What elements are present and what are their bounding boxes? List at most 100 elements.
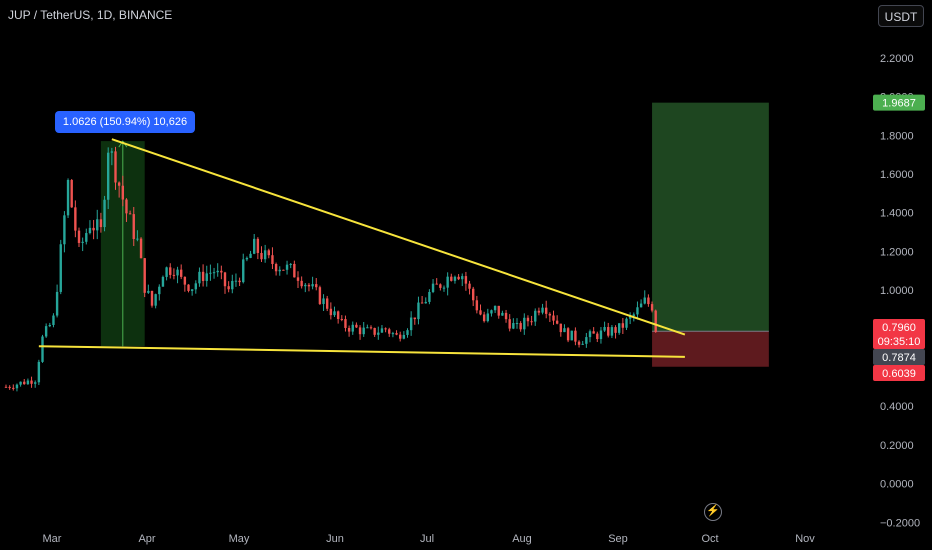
- candle-body: [563, 328, 566, 333]
- time-axis: Mar Apr May Jun Jul Aug Sep Oct Nov: [43, 533, 816, 545]
- candle-body: [34, 382, 37, 384]
- candle-body: [351, 324, 354, 332]
- measure-arrowhead: [118, 140, 128, 148]
- current-price-tag: 0.7960: [882, 322, 916, 334]
- candle-body: [581, 343, 584, 345]
- candle-body: [548, 313, 552, 316]
- candles-layer: [4, 146, 657, 392]
- candle-body: [59, 244, 62, 292]
- candle-body: [574, 330, 577, 342]
- candle-body: [614, 327, 617, 333]
- stop-price-tag: 0.6039: [882, 368, 916, 380]
- candle-body: [333, 311, 336, 316]
- candle-body: [610, 327, 614, 336]
- candle-body: [289, 263, 292, 265]
- trendline-upper[interactable]: [111, 138, 686, 336]
- chart-title: JUP / TetherUS, 1D, BINANCE: [8, 8, 173, 22]
- candle-body: [358, 327, 362, 335]
- candle-body: [468, 283, 471, 289]
- candle-body: [599, 330, 603, 340]
- candle-body: [263, 250, 267, 260]
- candle-body: [136, 238, 139, 240]
- time-tick-label: Sep: [608, 533, 628, 545]
- candle-body: [625, 318, 628, 328]
- candle-body: [12, 387, 15, 389]
- candle-body: [585, 337, 588, 344]
- price-tick-label: 0.2000: [880, 440, 914, 452]
- candle-body: [318, 287, 322, 304]
- candle-body: [431, 283, 435, 292]
- candle-body: [632, 314, 635, 316]
- candle-body: [4, 386, 8, 388]
- candle-body: [249, 253, 252, 258]
- candle-body: [504, 312, 508, 320]
- candle-body: [355, 324, 358, 328]
- measure-tool: [100, 140, 145, 347]
- time-tick-label: May: [229, 533, 250, 545]
- candle-body: [180, 269, 183, 277]
- candle-body: [77, 230, 81, 243]
- currency-selector-button[interactable]: USDT: [878, 5, 924, 27]
- candle-body: [41, 336, 44, 362]
- time-tick-label: Apr: [138, 533, 155, 545]
- price-axis: 2.20002.00001.80001.60001.40001.20001.00…: [880, 53, 920, 529]
- candle-body: [154, 294, 157, 306]
- measure-label: 1.0626 (150.94%) 10,626: [55, 111, 195, 133]
- candle-body: [70, 180, 73, 208]
- candle-body: [369, 327, 373, 329]
- candle-body: [519, 323, 522, 330]
- candle-body: [125, 199, 128, 214]
- candle-body: [96, 219, 99, 231]
- entry-price-tag: 0.7874: [882, 352, 916, 364]
- candle-body: [26, 380, 30, 385]
- candle-body: [526, 317, 530, 322]
- candle-body: [373, 327, 376, 335]
- candle-body: [48, 324, 51, 327]
- candle-body: [650, 304, 654, 311]
- candle-body: [55, 291, 59, 316]
- candle-body: [541, 307, 544, 313]
- candle-body: [628, 315, 632, 319]
- candle-body: [588, 331, 592, 338]
- candle-body: [81, 241, 84, 243]
- candle-body: [282, 269, 285, 271]
- candle-body: [417, 302, 420, 320]
- candle-body: [377, 332, 380, 335]
- candle-body: [366, 327, 369, 329]
- candle-body: [92, 227, 95, 231]
- candle-body: [391, 333, 395, 335]
- candle-body: [99, 219, 103, 228]
- candle-body: [384, 328, 387, 330]
- loss-zone: [652, 331, 769, 367]
- candle-body: [475, 300, 479, 311]
- candle-body: [577, 341, 581, 345]
- candle-body: [169, 267, 172, 275]
- time-tick-label: Aug: [512, 533, 532, 545]
- candle-body: [636, 307, 639, 315]
- candle-body: [63, 215, 66, 245]
- lightning-icon[interactable]: ⚡: [704, 503, 722, 521]
- price-tags: 1.9687 0.7960 09:35:10 0.7874 0.6039: [873, 94, 925, 381]
- candle-body: [523, 317, 526, 330]
- candle-body: [439, 284, 442, 288]
- candle-body: [117, 182, 121, 186]
- candle-body: [300, 280, 303, 287]
- candle-body: [15, 384, 19, 389]
- price-tick-label: 0.0000: [880, 479, 914, 491]
- target-price-tag-bg: [873, 94, 925, 111]
- candle-body: [643, 297, 646, 304]
- candle-body: [103, 199, 106, 228]
- candle-body: [311, 284, 314, 287]
- candle-body: [278, 269, 281, 272]
- price-tick-label: 1.2000: [880, 246, 914, 258]
- candle-body: [347, 327, 351, 332]
- candle-body: [388, 329, 391, 334]
- candle-body: [559, 323, 562, 333]
- trendline-lower[interactable]: [38, 345, 685, 358]
- candle-body: [231, 280, 234, 290]
- candle-body: [110, 151, 114, 153]
- time-tick-label: Jul: [420, 533, 434, 545]
- candle-body: [245, 257, 249, 260]
- candle-body: [216, 270, 219, 273]
